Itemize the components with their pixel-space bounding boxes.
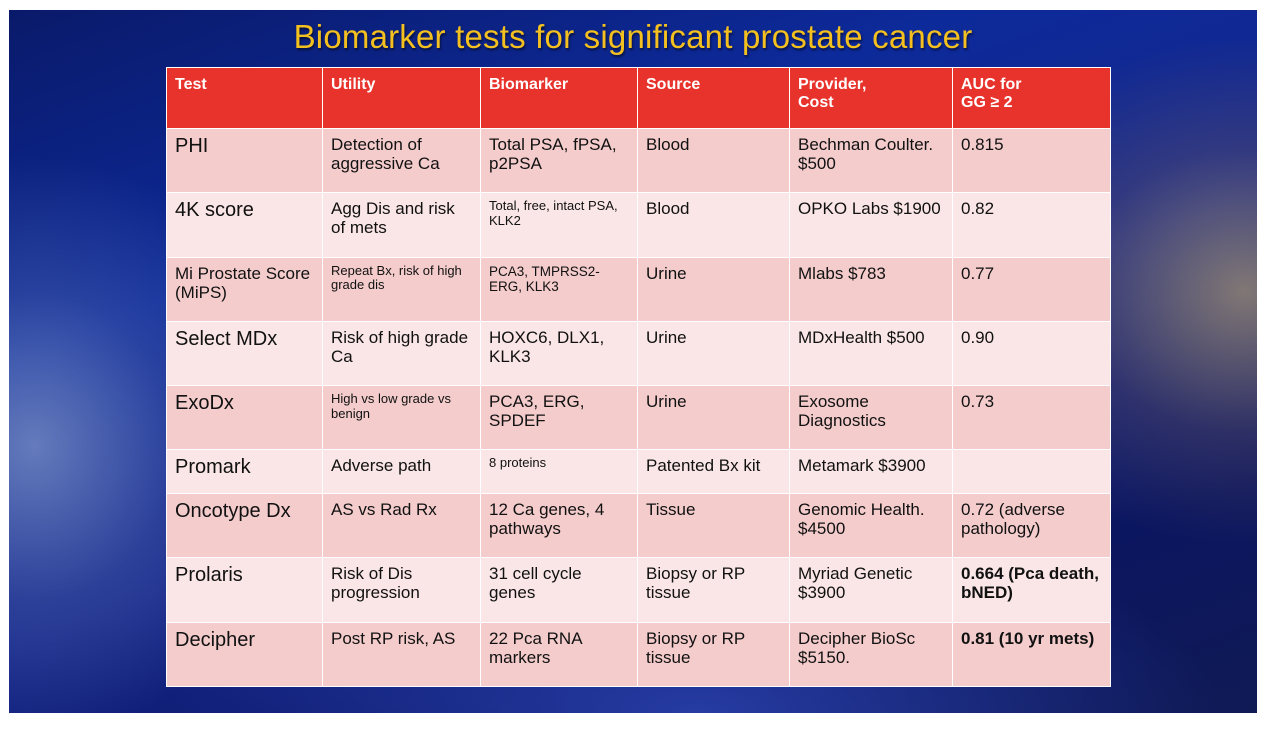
- cell-auc: 0.90: [952, 320, 1111, 387]
- cell-utility: Adverse path: [322, 449, 481, 495]
- cell-utility: High vs low grade vs benign: [322, 385, 481, 451]
- cell-biomarker: 22 Pca RNA markers: [480, 621, 638, 688]
- header-source: Source: [637, 67, 790, 129]
- cell-test: ExoDx: [166, 385, 323, 451]
- cell-provider: OPKO Labs $1900: [789, 192, 953, 258]
- cell-biomarker: 31 cell cycle genes: [480, 557, 638, 623]
- slide-title: Biomarker tests for significant prostate…: [293, 18, 973, 55]
- cell-provider: Decipher BioSc $5150.: [789, 621, 953, 688]
- cell-biomarker: Total PSA, fPSA, p2PSA: [480, 127, 638, 194]
- header-biomarker: Biomarker: [480, 67, 638, 129]
- cell-provider: Exosome Diagnostics: [789, 385, 953, 451]
- cell-biomarker: 8 proteins: [480, 449, 638, 495]
- cell-source: Urine: [637, 320, 790, 387]
- table-row: Promark Adverse path 8 proteins Patented…: [166, 449, 1111, 495]
- cell-utility: Risk of Dis progression: [322, 557, 481, 623]
- cell-source: Blood: [637, 192, 790, 258]
- cell-utility: Risk of high grade Ca: [322, 320, 481, 387]
- cell-test: Promark: [166, 449, 323, 495]
- cell-provider: Mlabs $783: [789, 256, 953, 322]
- table-row: ExoDx High vs low grade vs benign PCA3, …: [166, 385, 1111, 451]
- cell-provider: MDxHealth $500: [789, 320, 953, 387]
- cell-biomarker: PCA3, TMPRSS2-ERG, KLK3: [480, 256, 638, 322]
- cell-provider: Genomic Health. $4500: [789, 493, 953, 559]
- cell-test: Prolaris: [166, 557, 323, 623]
- cell-auc: [952, 449, 1111, 495]
- table-row: Prolaris Risk of Dis progression 31 cell…: [166, 557, 1111, 623]
- cell-provider: Metamark $3900: [789, 449, 953, 495]
- cell-auc: 0.82: [952, 192, 1111, 258]
- cell-source: Patented Bx kit: [637, 449, 790, 495]
- cell-utility: Detection of aggressive Ca: [322, 127, 481, 194]
- table-row: Mi Prostate Score (MiPS) Repeat Bx, risk…: [166, 256, 1111, 322]
- cell-auc: 0.815: [952, 127, 1111, 194]
- cell-source: Tissue: [637, 493, 790, 559]
- cell-test: Oncotype Dx: [166, 493, 323, 559]
- cell-auc: 0.81 (10 yr mets): [952, 621, 1111, 688]
- cell-biomarker: PCA3, ERG, SPDEF: [480, 385, 638, 451]
- cell-test: Mi Prostate Score (MiPS): [166, 256, 323, 322]
- cell-biomarker: Total, free, intact PSA, KLK2: [480, 192, 638, 258]
- table-row: Oncotype Dx AS vs Rad Rx 12 Ca genes, 4 …: [166, 493, 1111, 559]
- table-header-row: Test Utility Biomarker Source Provider, …: [166, 67, 1111, 129]
- table-row: 4K score Agg Dis and risk of mets Total,…: [166, 192, 1111, 258]
- slide: Biomarker tests for significant prostate…: [9, 10, 1257, 713]
- cell-test: Decipher: [166, 621, 323, 688]
- cell-source: Blood: [637, 127, 790, 194]
- cell-test: PHI: [166, 127, 323, 194]
- header-test: Test: [166, 67, 323, 129]
- header-utility: Utility: [322, 67, 481, 129]
- cell-auc: 0.664 (Pca death, bNED): [952, 557, 1111, 623]
- table-row: Select MDx Risk of high grade Ca HOXC6, …: [166, 320, 1111, 387]
- cell-auc: 0.73: [952, 385, 1111, 451]
- table-row: PHI Detection of aggressive Ca Total PSA…: [166, 127, 1111, 194]
- biomarker-table: Test Utility Biomarker Source Provider, …: [166, 67, 1111, 688]
- cell-biomarker: HOXC6, DLX1, KLK3: [480, 320, 638, 387]
- header-provider-cost: Provider, Cost: [789, 67, 953, 129]
- table-row: Decipher Post RP risk, AS 22 Pca RNA mar…: [166, 621, 1111, 688]
- cell-auc: 0.72 (adverse pathology): [952, 493, 1111, 559]
- cell-source: Urine: [637, 256, 790, 322]
- cell-test: Select MDx: [166, 320, 323, 387]
- cell-source: Biopsy or RP tissue: [637, 557, 790, 623]
- cell-biomarker: 12 Ca genes, 4 pathways: [480, 493, 638, 559]
- cell-provider: Myriad Genetic $3900: [789, 557, 953, 623]
- header-auc: AUC for GG ≥ 2: [952, 67, 1111, 129]
- cell-utility: Repeat Bx, risk of high grade dis: [322, 256, 481, 322]
- cell-utility: Agg Dis and risk of mets: [322, 192, 481, 258]
- cell-utility: AS vs Rad Rx: [322, 493, 481, 559]
- cell-provider: Bechman Coulter. $500: [789, 127, 953, 194]
- cell-auc: 0.77: [952, 256, 1111, 322]
- cell-source: Biopsy or RP tissue: [637, 621, 790, 688]
- cell-source: Urine: [637, 385, 790, 451]
- cell-utility: Post RP risk, AS: [322, 621, 481, 688]
- cell-test: 4K score: [166, 192, 323, 258]
